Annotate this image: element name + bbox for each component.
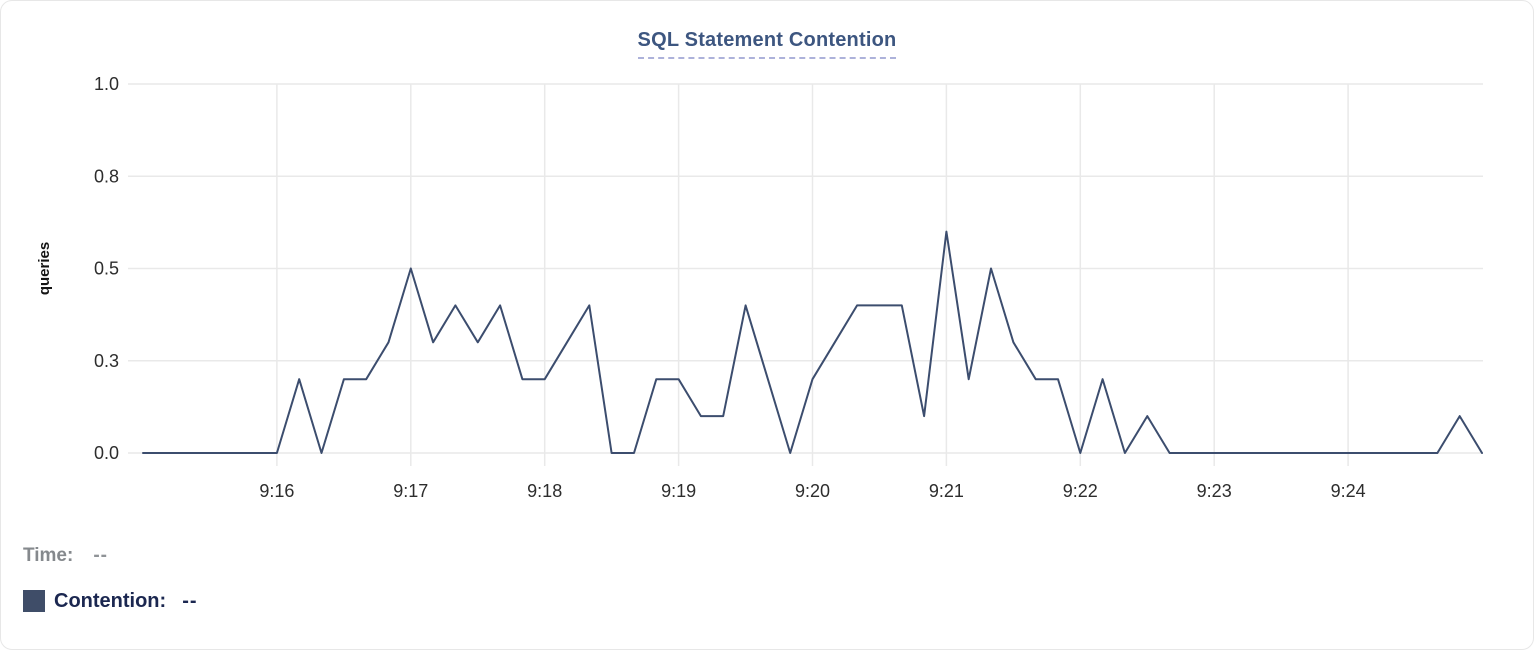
readout-contention-value: --	[182, 589, 198, 612]
readout-contention-label: Contention:	[54, 589, 167, 612]
x-tick-label: 9:17	[393, 481, 428, 501]
x-tick-label: 9:16	[259, 481, 294, 501]
x-tick-label: 9:21	[929, 481, 964, 501]
x-tick-label: 9:18	[527, 481, 562, 501]
readout-time-value: --	[93, 545, 108, 566]
contention-line-chart[interactable]: 1.0 0.8 0.5 0.3 0.0 9:16 9:17 9:18 9:19 9:20 9:21 9…	[1, 1, 1534, 521]
readout-time-row: Time: --	[23, 544, 198, 568]
contention-line	[142, 230, 1483, 454]
readout-contention-row: Contention: --	[23, 588, 198, 614]
x-tick-label: 9:24	[1331, 481, 1366, 501]
x-tick-label: 9:20	[795, 481, 830, 501]
contention-series-swatch	[23, 590, 45, 612]
chart-title[interactable]: SQL Statement Contention	[637, 29, 897, 59]
y-tick-label: 0.8	[94, 166, 119, 186]
hover-readout: Time: -- Contention: --	[23, 544, 198, 614]
y-axis-title: queries	[36, 242, 53, 295]
y-tick-label: 0.0	[94, 443, 119, 463]
chart-title-row: SQL Statement Contention	[1, 29, 1533, 59]
x-tick-label: 9:22	[1063, 481, 1098, 501]
x-tick-label: 9:19	[661, 481, 696, 501]
y-tick-label: 0.5	[94, 259, 119, 279]
readout-time-label: Time:	[23, 545, 74, 566]
y-tick-label: 0.3	[94, 351, 119, 371]
y-tick-label: 1.0	[94, 74, 119, 94]
x-tick-label: 9:23	[1197, 481, 1232, 501]
